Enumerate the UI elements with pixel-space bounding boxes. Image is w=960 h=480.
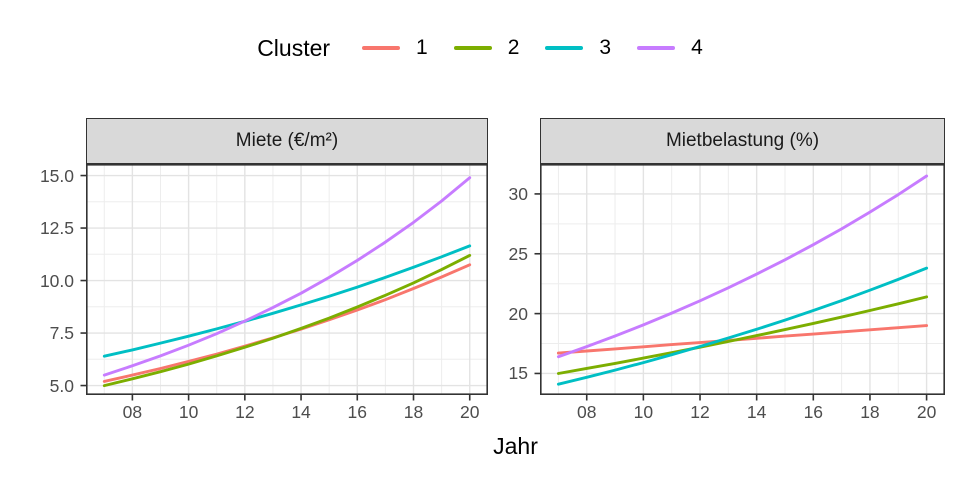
legend-item-2: 2 (453, 36, 520, 60)
facet-strip-miete: Miete (€/m²) (86, 118, 488, 164)
series-line-cluster-4 (556, 174, 929, 359)
y-axis-tick-label: 30 (508, 183, 528, 204)
y-axis-tick-label: 7.5 (49, 323, 74, 344)
legend-key-line-icon (362, 46, 401, 50)
series-line-cluster-4 (102, 176, 472, 377)
legend-label: 3 (599, 36, 612, 59)
x-axis-tick-label: 18 (860, 402, 880, 422)
panel-miete-plot-area (80, 164, 488, 401)
panel-mietbelastung-plot-area (534, 164, 945, 401)
x-axis-tick-label: 16 (803, 402, 824, 422)
series-line-cluster-3 (556, 266, 929, 386)
x-axis-tick-label: 12 (235, 402, 255, 422)
x-axis-tick-label: 12 (690, 402, 710, 422)
series-line-cluster-3 (102, 244, 472, 358)
panel-border (86, 164, 488, 395)
legend-item-1: 1 (362, 36, 428, 60)
series-line-cluster-2 (556, 295, 929, 375)
x-axis-tick-label: 10 (178, 402, 199, 422)
x-axis-tick-label: 20 (459, 402, 480, 422)
panel-border (540, 164, 945, 395)
x-axis-tick-label: 16 (347, 402, 367, 422)
x-axis-tick-label: 20 (916, 402, 937, 422)
legend-title: Cluster (257, 34, 331, 61)
legend-label: 1 (416, 36, 428, 59)
legend: Cluster 1 2 3 4 (0, 28, 960, 68)
legend-item-4: 4 (637, 36, 703, 60)
legend-key-line-icon (637, 46, 676, 50)
legend-label: 2 (507, 36, 520, 59)
facet-strip-mietbelastung: Mietbelastung (%) (540, 118, 945, 164)
y-axis-tick-label: 25 (508, 243, 528, 264)
legend-label: 4 (691, 36, 703, 59)
y-axis-tick-label: 5.0 (49, 375, 74, 396)
y-axis-tick-label: 20 (508, 303, 528, 324)
series-line-cluster-2 (102, 253, 472, 388)
facet-strip-miete-title: Miete (€/m²) (235, 130, 339, 151)
legend-item-3: 3 (545, 36, 611, 60)
x-axis-tick-label: 14 (746, 402, 767, 422)
y-axis-tick-label: 12.5 (39, 218, 74, 239)
x-axis-tick-label: 08 (122, 402, 143, 422)
facet-strip-mietbelastung-title: Mietbelastung (%) (665, 130, 820, 151)
y-axis-tick-label: 15.0 (39, 165, 74, 186)
x-axis-tick-label: 08 (576, 402, 597, 422)
legend-key-line-icon (453, 46, 492, 50)
x-axis-title: Jahr (493, 433, 538, 459)
x-axis-tick-label: 18 (403, 402, 424, 422)
y-axis-tick-label: 15 (508, 363, 528, 384)
x-axis-tick-label: 14 (291, 402, 311, 422)
x-axis-tick-label: 10 (633, 402, 654, 422)
y-axis-tick-label: 10.0 (39, 270, 74, 291)
legend-key-line-icon (545, 46, 584, 50)
